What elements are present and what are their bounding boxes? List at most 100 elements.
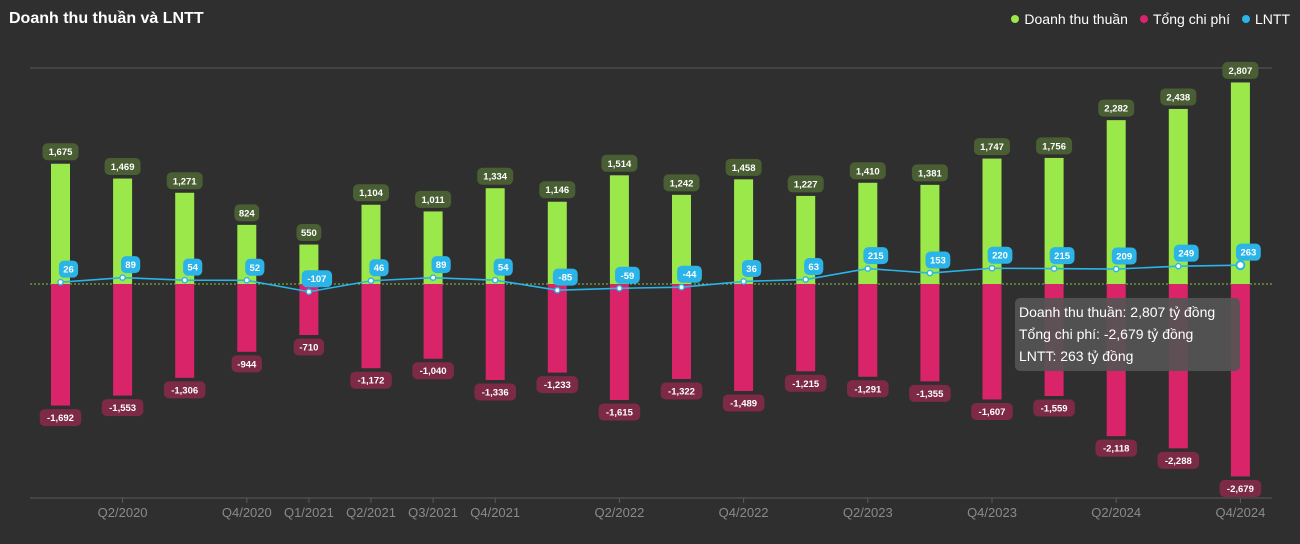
profit-point	[243, 277, 251, 284]
profit-data-label: 249	[1173, 244, 1199, 262]
legend-item-revenue[interactable]: Doanh thu thuần	[1011, 11, 1128, 27]
profit-line	[60, 264, 1241, 293]
cost-bar	[609, 284, 629, 401]
profit-data-label-bg	[58, 260, 79, 278]
profit-data-label-bg	[742, 259, 762, 277]
x-tick-label: Q2/2021	[346, 505, 396, 520]
revenue-data-label-bg	[234, 204, 260, 222]
cost-bar	[51, 284, 70, 406]
x-tick-label: Q4/2023	[967, 505, 1017, 520]
profit-data-label: 63	[804, 258, 824, 276]
profit-data-label-text: 36	[746, 264, 757, 275]
cost-data-label-bg	[1095, 439, 1137, 457]
revenue-data-label: 550	[296, 224, 322, 242]
revenue-data-label: 1,675	[42, 143, 79, 161]
revenue-data-label: 1,271	[166, 172, 203, 190]
cost-data-label: -1,306	[163, 381, 206, 399]
revenue-data-label-text: 1,458	[732, 163, 756, 174]
profit-data-label: 89	[431, 256, 451, 274]
profit-data-label-text: 26	[63, 265, 74, 276]
profit-data-label-bg	[677, 265, 702, 283]
revenue-bar	[920, 184, 940, 285]
x-tick-label: Q2/2024	[1091, 505, 1141, 520]
profit-data-label-bg	[245, 258, 265, 276]
revenue-data-label-text: 1,747	[980, 142, 1004, 153]
cost-data-label-text: -1,615	[606, 408, 634, 419]
profit-data-label-bg	[1236, 243, 1261, 261]
revenue-bar	[734, 179, 754, 285]
cost-data-label-bg	[847, 380, 889, 398]
cost-data-label-text: -710	[299, 343, 318, 354]
legend: Doanh thu thuần Tổng chi phí LNTT	[1011, 11, 1290, 27]
profit-data-label-bg	[369, 259, 389, 277]
revenue-bar	[1106, 120, 1126, 285]
cost-data-label-bg	[163, 381, 206, 399]
revenue-data-label-text: 2,807	[1229, 66, 1253, 77]
legend-revenue-label: Doanh thu thuần	[1024, 11, 1128, 27]
revenue-data-label-text: 1,756	[1042, 141, 1066, 152]
profit-data-label-text: 215	[868, 251, 885, 262]
legend-item-profit[interactable]: LNTT	[1242, 11, 1290, 27]
profit-data-label: 215	[1049, 247, 1075, 265]
profit-data-label-text: 63	[808, 262, 819, 273]
profit-data-label-bg	[552, 268, 578, 286]
cost-data-label: -1,607	[971, 402, 1013, 420]
profit-point	[988, 264, 996, 272]
cost-bar	[361, 284, 381, 369]
x-tick-label: Q1/2021	[284, 505, 334, 520]
revenue-data-label: 1,469	[104, 158, 141, 176]
profit-data-label: 89	[121, 256, 141, 274]
cost-data-label: -1,172	[350, 371, 392, 389]
cost-bar	[547, 284, 567, 373]
revenue-data-label-bg	[104, 158, 141, 176]
legend-cost-label: Tổng chi phí	[1152, 11, 1230, 27]
revenue-data-label-bg	[911, 164, 948, 182]
cost-bar	[858, 284, 878, 377]
revenue-data-label-text: 1,227	[794, 179, 818, 190]
profit-point	[305, 288, 313, 296]
profit-data-label-text: -85	[558, 273, 572, 284]
profit-data-label: 263	[1236, 243, 1261, 261]
x-tick-label: Q3/2021	[408, 505, 458, 520]
legend-item-cost[interactable]: Tổng chi phí	[1139, 11, 1230, 27]
cost-data-label: -710	[293, 338, 325, 356]
profit-point	[367, 277, 375, 285]
profit-data-label-bg	[1049, 247, 1075, 265]
cost-data-label-text: -2,118	[1103, 444, 1129, 455]
cost-data-label-text: -1,040	[420, 366, 447, 377]
revenue-data-label-text: 1,514	[608, 159, 632, 170]
revenue-data-label: 1,011	[415, 190, 452, 208]
profit-data-label-text: 46	[374, 263, 385, 274]
profit-data-label-text: -44	[683, 270, 697, 281]
cost-data-label: -1,322	[660, 382, 703, 400]
revenue-data-label-bg	[849, 162, 886, 180]
profit-data-label: 220	[987, 246, 1013, 264]
cost-data-label-bg	[350, 371, 392, 389]
cost-data-label: -1,355	[909, 384, 951, 402]
cost-data-label-text: -1,336	[482, 387, 509, 398]
revenue-data-label-bg	[1098, 99, 1135, 117]
profit-data-label-text: 263	[1240, 248, 1256, 259]
cost-data-label-bg	[1219, 479, 1262, 497]
profit-data-label: -44	[677, 265, 702, 283]
cost-data-label: -2,679	[1219, 479, 1262, 497]
cost-bar	[299, 284, 319, 336]
profit-data-label-bg	[301, 270, 333, 288]
cost-data-label-bg	[722, 394, 765, 412]
revenue-data-label-text: 1,104	[359, 188, 383, 199]
profit-data-label: 209	[1111, 247, 1137, 265]
cost-data-label-text: -2,288	[1165, 456, 1192, 467]
cost-data-label-bg	[293, 338, 325, 356]
profit-data-label-bg	[1173, 244, 1199, 262]
profit-data-label-bg	[493, 258, 513, 276]
cost-data-label-bg	[101, 399, 144, 417]
revenue-data-label-text: 1,381	[918, 168, 942, 179]
profit-point	[740, 278, 747, 285]
revenue-data-label: 1,458	[725, 158, 762, 176]
cost-data-label-text: -1,172	[358, 376, 385, 387]
profit-data-label-text: 54	[187, 263, 198, 274]
profit-data-label: -59	[615, 266, 640, 284]
profit-data-label-text: 54	[498, 263, 509, 274]
profit-data-label-text: 52	[250, 263, 261, 274]
profit-data-label-bg	[925, 251, 951, 269]
